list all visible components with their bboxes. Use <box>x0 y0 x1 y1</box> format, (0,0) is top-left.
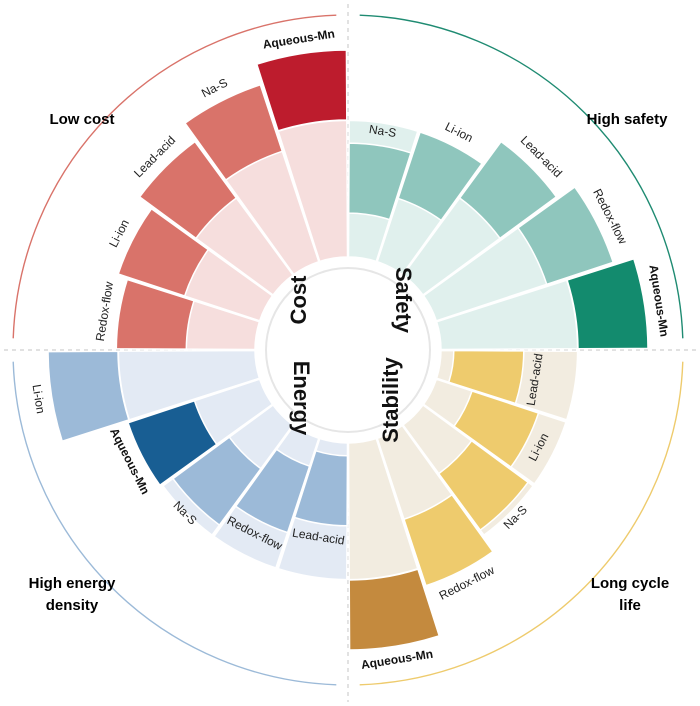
safety-li-ion-bar <box>397 131 484 222</box>
safety-redox-flow-bar <box>516 185 615 286</box>
category-label-cost: Low cost <box>49 111 114 128</box>
stability-aqueous-mn-bar <box>348 568 441 651</box>
cost-aqueous-mn-bar <box>255 49 348 132</box>
safety-lead-acid-bar <box>458 140 558 240</box>
hub-label-stability: Stability <box>378 356 403 442</box>
safety-aqueous-mn-bar <box>566 257 649 350</box>
cost-lead-acid-bar <box>138 140 238 240</box>
category-label-safety: High safety <box>587 111 669 128</box>
safety-aqueous-mn-label: Aqueous-Mn <box>646 264 671 338</box>
cost-arc <box>12 14 337 339</box>
cost-na-s-label: Na-S <box>199 75 230 100</box>
energy-li-ion-label: Li-ion <box>29 383 47 414</box>
safety-na-s-bar <box>347 142 412 221</box>
cost-li-ion-label: Li-ion <box>106 217 132 250</box>
cost-redox-flow-bar <box>115 278 195 350</box>
energy-lead-acid-bar <box>293 449 349 527</box>
stability-aqueous-mn-label: Aqueous-Mn <box>360 647 434 672</box>
energy-li-ion-bar <box>47 350 130 443</box>
stability-lead-acid-bar <box>447 349 525 405</box>
hub-label-safety: Safety <box>391 267 416 334</box>
category-label-stability-line2: life <box>619 597 641 614</box>
hub-ring <box>255 257 441 443</box>
category-label-stability-line1: Long cycle <box>591 575 669 592</box>
energy-redox-flow-bar <box>234 448 311 534</box>
hub-label-energy: Energy <box>289 361 314 436</box>
cost-na-s-bar <box>183 83 284 182</box>
safety-arc <box>359 14 684 339</box>
cost-li-ion-bar <box>117 207 210 297</box>
category-label-energy-line2: density <box>46 597 99 614</box>
cost-aqueous-mn-label: Aqueous-Mn <box>262 26 336 51</box>
energy-aqueous-mn-bar <box>127 399 218 487</box>
energy-na-s-bar <box>171 436 262 527</box>
stability-redox-flow-bar <box>403 493 494 587</box>
safety-na-s-label: Na-S <box>368 122 397 140</box>
category-label-energy-line1: High energy <box>29 575 116 592</box>
stability-na-s-bar <box>437 439 530 532</box>
stability-arc <box>359 361 684 686</box>
hub-label-cost: Cost <box>286 275 311 325</box>
stability-li-ion-bar <box>453 390 540 469</box>
energy-arc <box>12 361 337 686</box>
safety-li-ion-label: Li-ion <box>443 119 476 145</box>
cost-redox-flow-label: Redox-flow <box>93 280 116 342</box>
hub-inner-ring <box>265 267 431 433</box>
